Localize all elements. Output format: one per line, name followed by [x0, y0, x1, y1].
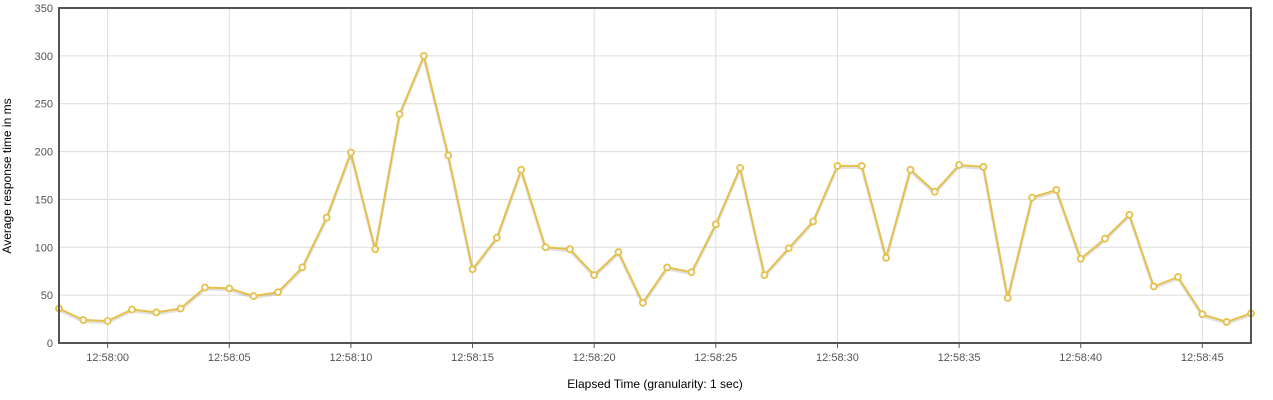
data-point[interactable]	[638, 298, 647, 307]
data-point[interactable]	[541, 243, 550, 252]
data-point[interactable]	[103, 317, 112, 325]
data-point[interactable]	[882, 253, 891, 262]
x-tick-label: 12:58:00	[86, 352, 129, 364]
series-layer	[55, 51, 1255, 326]
y-tick-label: 100	[35, 242, 53, 254]
x-tick-label: 12:58:30	[816, 352, 859, 364]
data-point[interactable]	[201, 283, 209, 292]
data-point[interactable]	[1101, 234, 1109, 243]
x-tick-label: 12:58:10	[330, 352, 373, 364]
data-point[interactable]	[322, 213, 331, 222]
data-point[interactable]	[809, 217, 818, 226]
y-tick-label: 150	[35, 194, 53, 206]
data-point[interactable]	[347, 148, 355, 157]
data-point[interactable]	[565, 245, 574, 254]
y-tick-label: 300	[35, 51, 53, 63]
data-point[interactable]	[274, 288, 282, 297]
series-line	[58, 54, 1252, 323]
plot-frame	[58, 7, 1252, 344]
x-axis-ticks: 12:58:00 12:58:05 12:58:10 12:58:15 12:58:20…	[86, 343, 1224, 364]
y-tick-label: 350	[35, 3, 53, 15]
x-axis-title: Elapsed Time (granularity: 1 sec)	[567, 377, 742, 391]
x-tick-label: 12:58:45	[1181, 352, 1224, 364]
data-point[interactable]	[419, 51, 428, 60]
x-tick-label: 12:58:05	[208, 352, 251, 364]
gridlines	[59, 7, 1251, 344]
data-point[interactable]	[687, 268, 696, 277]
data-point[interactable]	[1076, 254, 1085, 263]
x-tick-label: 12:58:20	[573, 352, 616, 364]
data-point[interactable]	[371, 245, 380, 254]
data-point[interactable]	[906, 165, 915, 174]
data-point[interactable]	[444, 151, 453, 160]
data-point[interactable]	[736, 163, 745, 172]
data-point[interactable]	[1222, 318, 1231, 326]
data-point[interactable]	[1052, 185, 1061, 194]
data-point[interactable]	[249, 292, 258, 301]
data-point[interactable]	[1125, 210, 1134, 219]
y-axis-ticks: 0 50 100 150 200 250 300 350	[35, 3, 53, 350]
data-point[interactable]	[711, 220, 720, 229]
y-tick-label: 250	[35, 99, 53, 111]
data-point[interactable]	[176, 304, 185, 313]
data-point[interactable]	[79, 316, 88, 324]
data-point[interactable]	[1174, 273, 1182, 281]
data-point[interactable]	[979, 162, 988, 171]
data-point[interactable]	[833, 162, 842, 170]
data-point[interactable]	[760, 271, 769, 279]
data-point[interactable]	[663, 263, 672, 272]
data-point[interactable]	[395, 110, 404, 119]
data-point[interactable]	[1149, 282, 1158, 291]
x-tick-label: 12:58:15	[451, 352, 494, 364]
data-point[interactable]	[955, 161, 963, 169]
data-point[interactable]	[298, 263, 307, 272]
data-point[interactable]	[1198, 310, 1207, 319]
data-point[interactable]	[468, 265, 477, 274]
data-point[interactable]	[152, 308, 161, 317]
y-axis-title: Average response time in ms	[0, 98, 14, 253]
y-tick-label: 0	[47, 338, 53, 350]
data-point[interactable]	[590, 271, 599, 279]
x-tick-label: 12:58:35	[938, 352, 981, 364]
data-point[interactable]	[517, 165, 526, 174]
data-point[interactable]	[784, 244, 793, 253]
data-point[interactable]	[930, 187, 939, 196]
data-point[interactable]	[1028, 193, 1036, 202]
data-point[interactable]	[1003, 294, 1012, 302]
data-point[interactable]	[614, 248, 623, 256]
data-point[interactable]	[225, 284, 234, 293]
x-tick-label: 12:58:40	[1059, 352, 1102, 364]
data-point[interactable]	[128, 305, 136, 314]
data-point[interactable]	[492, 233, 501, 242]
y-tick-label: 50	[41, 290, 53, 302]
y-tick-label: 200	[35, 147, 53, 159]
data-point[interactable]	[857, 162, 866, 170]
x-tick-label: 12:58:25	[694, 352, 737, 364]
